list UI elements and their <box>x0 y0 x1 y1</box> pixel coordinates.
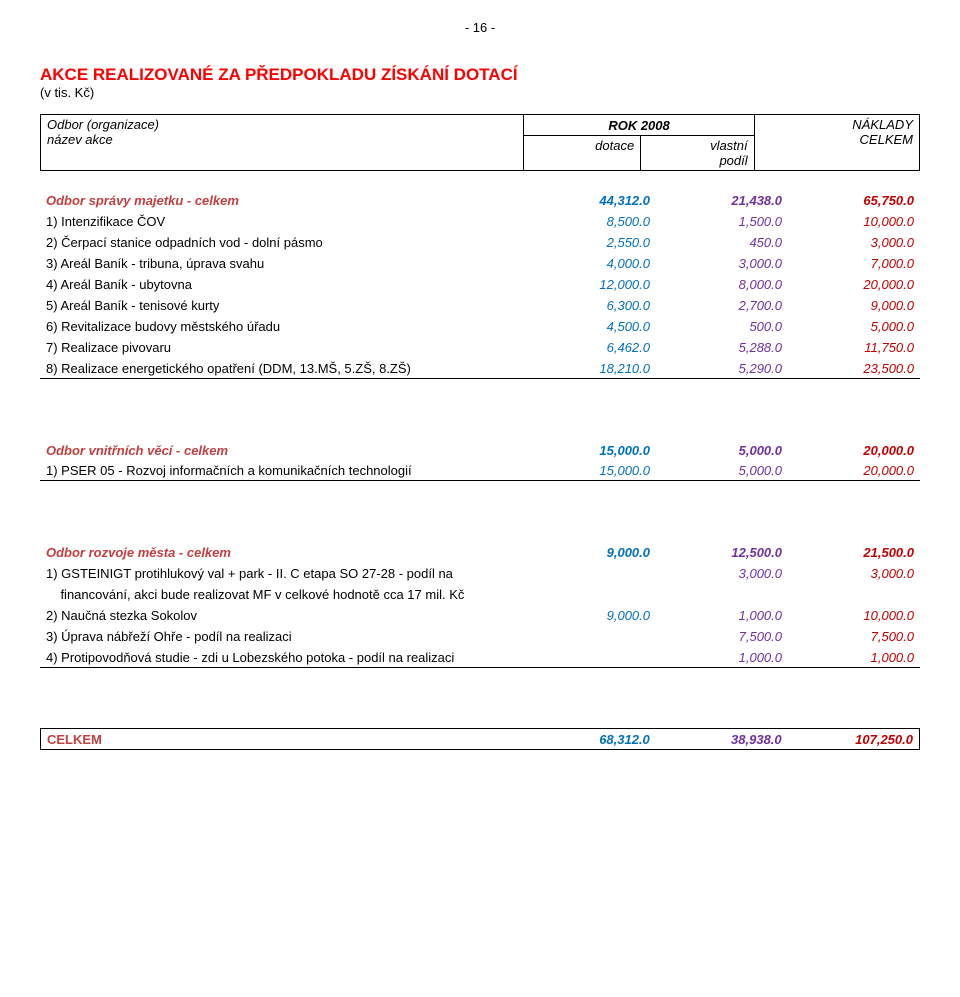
row-v2: 2,700.0 <box>656 294 788 315</box>
section-header-label: Odbor rozvoje města - celkem <box>40 541 524 562</box>
row-v1: 8,500.0 <box>524 210 656 231</box>
row-label: 3) Areál Baník - tribuna, úprava svahu <box>40 252 524 273</box>
section-header-v2: 5,000.0 <box>656 439 788 460</box>
total-v1: 68,312.0 <box>524 728 656 749</box>
row-label: 1) PSER 05 - Rozvoj informačních a komun… <box>40 460 524 481</box>
section-header-label: Odbor správy majetku - celkem <box>40 189 524 210</box>
row-v1: 9,000.0 <box>524 604 656 625</box>
row-v3: 20,000.0 <box>788 460 920 481</box>
row-v3: 1,000.0 <box>788 646 920 667</box>
row-v1 <box>524 625 656 646</box>
row-v1 <box>524 562 656 583</box>
header-left2: název akce <box>47 132 517 147</box>
header-c3a: NÁKLADY <box>761 117 913 132</box>
row-label: 3) Úprava nábřeží Ohře - podíl na realiz… <box>40 625 524 646</box>
row-v1: 6,300.0 <box>524 294 656 315</box>
page-number: - 16 - <box>40 20 920 35</box>
row-v1: 2,550.0 <box>524 231 656 252</box>
section-header-v3: 21,500.0 <box>788 541 920 562</box>
total-label: CELKEM <box>41 728 524 749</box>
header-c1: dotace <box>530 138 634 153</box>
subtitle: (v tis. Kč) <box>40 85 920 100</box>
row-v2: 3,000.0 <box>656 562 788 583</box>
section-header-v1: 44,312.0 <box>524 189 656 210</box>
row-v2: 7,500.0 <box>656 625 788 646</box>
section-header-v2: 21,438.0 <box>656 189 788 210</box>
page-title: AKCE REALIZOVANÉ ZA PŘEDPOKLADU ZÍSKÁNÍ … <box>40 65 920 85</box>
row-v2: 5,000.0 <box>656 460 788 481</box>
row-v3: 10,000.0 <box>788 210 920 231</box>
row-v1: 6,462.0 <box>524 336 656 357</box>
row-label: 8) Realizace energetického opatření (DDM… <box>40 357 524 378</box>
row-label: financování, akci bude realizovat MF v c… <box>40 583 524 604</box>
total-v2: 38,938.0 <box>656 728 788 749</box>
header-left1: Odbor (organizace) <box>47 117 517 132</box>
section-table: Odbor rozvoje města - celkem9,000.012,50… <box>40 541 920 668</box>
row-v3: 10,000.0 <box>788 604 920 625</box>
section-table: Odbor správy majetku - celkem44,312.021,… <box>40 189 920 379</box>
row-v3: 5,000.0 <box>788 315 920 336</box>
row-v1: 15,000.0 <box>524 460 656 481</box>
row-v3: 9,000.0 <box>788 294 920 315</box>
section-header-v2: 12,500.0 <box>656 541 788 562</box>
header-c3b: CELKEM <box>761 132 913 147</box>
row-v1: 12,000.0 <box>524 273 656 294</box>
header-c2a: vlastní <box>647 138 747 153</box>
row-v2: 1,000.0 <box>656 604 788 625</box>
row-v3: 7,000.0 <box>788 252 920 273</box>
row-v2: 450.0 <box>656 231 788 252</box>
row-label: 7) Realizace pivovaru <box>40 336 524 357</box>
row-label: 6) Revitalizace budovy městského úřadu <box>40 315 524 336</box>
row-v1 <box>524 583 656 604</box>
row-v2 <box>656 583 788 604</box>
row-label: 4) Areál Baník - ubytovna <box>40 273 524 294</box>
section-header-v3: 65,750.0 <box>788 189 920 210</box>
row-v2: 500.0 <box>656 315 788 336</box>
section-header-label: Odbor vnitřních věcí - celkem <box>40 439 524 460</box>
row-v3: 20,000.0 <box>788 273 920 294</box>
row-label: 1) Intenzifikace ČOV <box>40 210 524 231</box>
section-header-v3: 20,000.0 <box>788 439 920 460</box>
row-v2: 1,000.0 <box>656 646 788 667</box>
header-c2b: podíl <box>647 153 747 168</box>
row-v1: 18,210.0 <box>524 357 656 378</box>
row-label: 2) Čerpací stanice odpadních vod - dolní… <box>40 231 524 252</box>
row-v3: 23,500.0 <box>788 357 920 378</box>
row-v2: 5,290.0 <box>656 357 788 378</box>
section-header-v1: 9,000.0 <box>524 541 656 562</box>
row-v3: 11,750.0 <box>788 336 920 357</box>
row-v2: 1,500.0 <box>656 210 788 231</box>
row-label: 2) Naučná stezka Sokolov <box>40 604 524 625</box>
row-v1 <box>524 646 656 667</box>
total-v3: 107,250.0 <box>788 728 920 749</box>
row-v1: 4,000.0 <box>524 252 656 273</box>
row-label: 4) Protipovodňová studie - zdi u Lobezsk… <box>40 646 524 667</box>
row-v3 <box>788 583 920 604</box>
row-v1: 4,500.0 <box>524 315 656 336</box>
total-table: CELKEM 68,312.0 38,938.0 107,250.0 <box>40 728 920 750</box>
header-table: Odbor (organizace) název akce ROK 2008 N… <box>40 114 920 171</box>
row-v3: 3,000.0 <box>788 562 920 583</box>
row-v2: 3,000.0 <box>656 252 788 273</box>
row-v3: 7,500.0 <box>788 625 920 646</box>
header-rok: ROK 2008 <box>524 115 754 136</box>
row-label: 5) Areál Baník - tenisové kurty <box>40 294 524 315</box>
row-v3: 3,000.0 <box>788 231 920 252</box>
row-v2: 5,288.0 <box>656 336 788 357</box>
section-header-v1: 15,000.0 <box>524 439 656 460</box>
row-v2: 8,000.0 <box>656 273 788 294</box>
section-table: Odbor vnitřních věcí - celkem15,000.05,0… <box>40 439 920 482</box>
row-label: 1) GSTEINIGT protihlukový val + park - I… <box>40 562 524 583</box>
